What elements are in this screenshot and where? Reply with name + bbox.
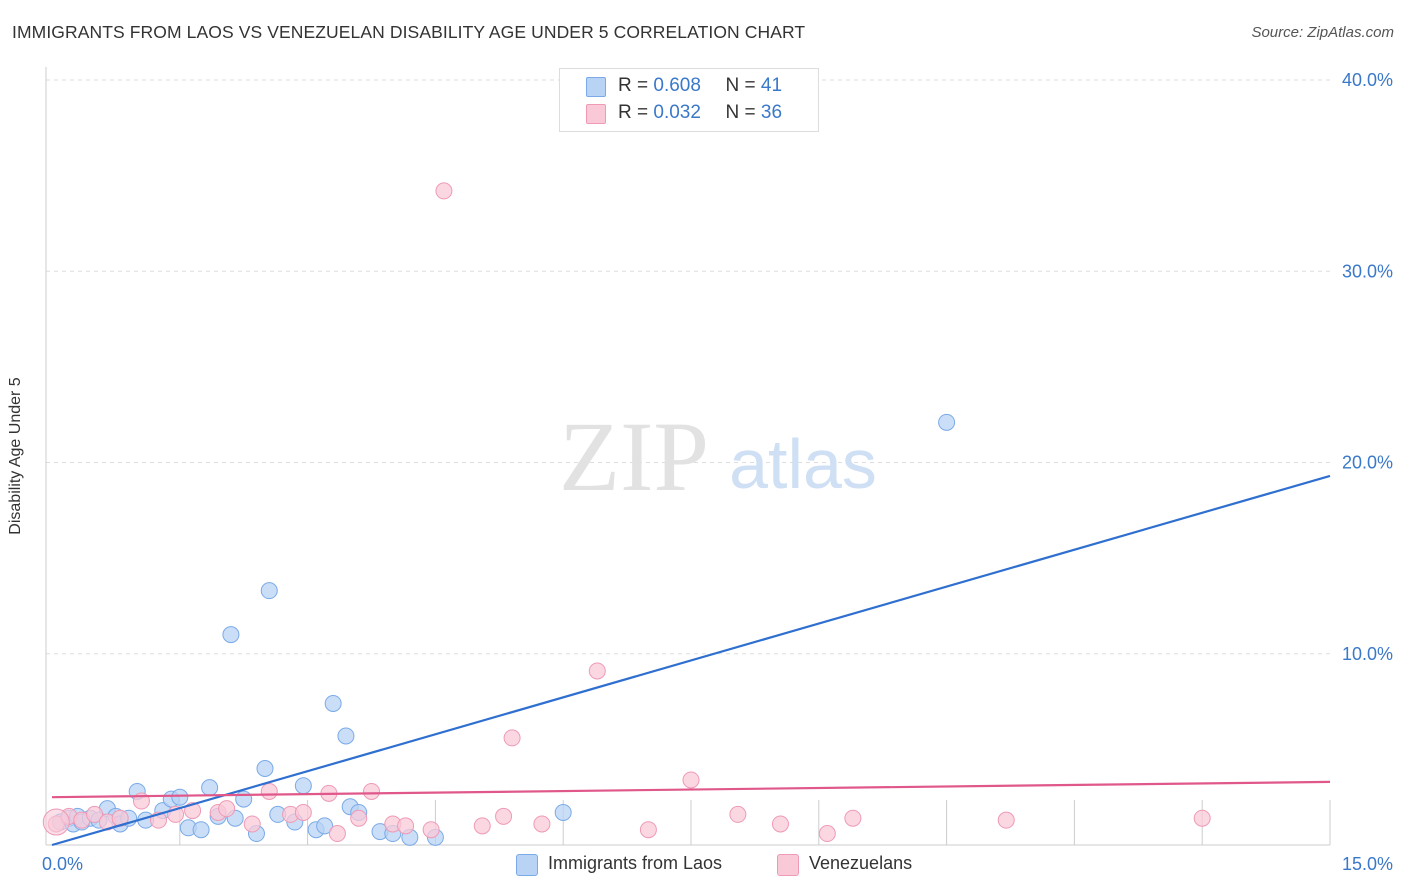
tick-label-layer: 10.0% 20.0% 30.0% 40.0% 0.0% 15.0% [42,70,1393,874]
series-legend-label-venezuelans: Venezuelans [809,853,913,873]
series-legend-swatch-laos [516,854,538,876]
venezuelan-point [844,809,862,827]
venezuelan-point [350,809,368,827]
laos-point [554,803,572,821]
venezuelan-point [328,825,346,843]
venezuelan-point [294,803,312,821]
venezuelan-trend-line [51,780,1331,799]
x-tick-label-min: 0.0% [42,854,83,874]
legend-r-label: R = [618,102,649,123]
legend-n-label: N = [725,102,756,123]
legend-swatch-venezuelans [586,104,606,124]
y-tick-label: 30.0% [1342,261,1393,281]
legend-n-value-laos: 41 [760,75,783,96]
laos-point [222,626,240,644]
venezuelan-point [588,662,606,680]
laos-point [235,790,253,808]
laos-point [260,582,278,600]
laos-point [938,413,956,431]
laos-point [337,727,355,745]
laos-point [192,821,210,839]
stats-legend: R = 0.608 N = 41 R = 0.032 N = 36 [559,68,819,132]
chart-source: Source: ZipAtlas.com [1251,24,1394,41]
series-legend-swatch-venezuelans [777,854,799,876]
legend-r-value-laos: 0.608 [653,75,701,96]
venezuelan-point [243,815,261,833]
trend-layer [51,474,1331,847]
venezuelan-point [363,782,380,800]
axis-layer [45,67,1331,846]
grid-layer [46,79,1330,655]
venezuelan-point [218,800,236,818]
legend-n-value-venezuelans: 36 [760,102,783,123]
venezuelan-point [997,811,1015,829]
venezuelan-point [86,805,104,823]
y-axis-label: Disability Age Under 5 [7,377,24,535]
laos-point [171,788,189,806]
venezuelan-point [639,821,657,839]
venezuelan-point [818,825,836,843]
watermark-zip: ZIP [559,401,709,512]
legend-r-label: R = [618,75,649,96]
venezuelan-point [533,815,551,833]
y-tick-label: 20.0% [1342,453,1393,473]
laos-point [294,777,312,795]
venezuelan-point [682,771,700,789]
venezuelan-point [473,817,491,835]
laos-point [201,779,219,797]
venezuelan-point [435,182,453,200]
venezuelan-point [260,782,278,800]
y-tick-label: 40.0% [1342,70,1393,90]
laos-point [316,817,334,835]
watermark-atlas: atlas [729,425,877,503]
legend-r-value-venezuelans: 0.032 [653,102,701,123]
venezuelan-point [397,817,415,835]
venezuelan-point [1193,809,1211,827]
venezuelan-point [495,807,513,825]
venezuelan-point [729,805,747,823]
laos-point [256,760,274,777]
laos-point [324,694,342,712]
legend-n-label: N = [725,75,756,96]
series-legend-label-laos: Immigrants from Laos [548,853,723,873]
points-layer [42,182,1211,846]
laos-trend-line [51,474,1331,847]
venezuelan-point [771,815,789,833]
venezuelan-point [422,821,440,839]
legend-swatch-laos [586,77,606,97]
chart-title: IMMIGRANTS FROM LAOS VS VENEZUELAN DISAB… [12,22,806,42]
y-tick-label: 10.0% [1342,644,1393,664]
x-tick-label-max: 15.0% [1342,854,1393,874]
venezuelan-point [503,729,521,747]
venezuelan-cluster-point [42,808,70,836]
watermark: ZIP atlas [559,401,877,512]
